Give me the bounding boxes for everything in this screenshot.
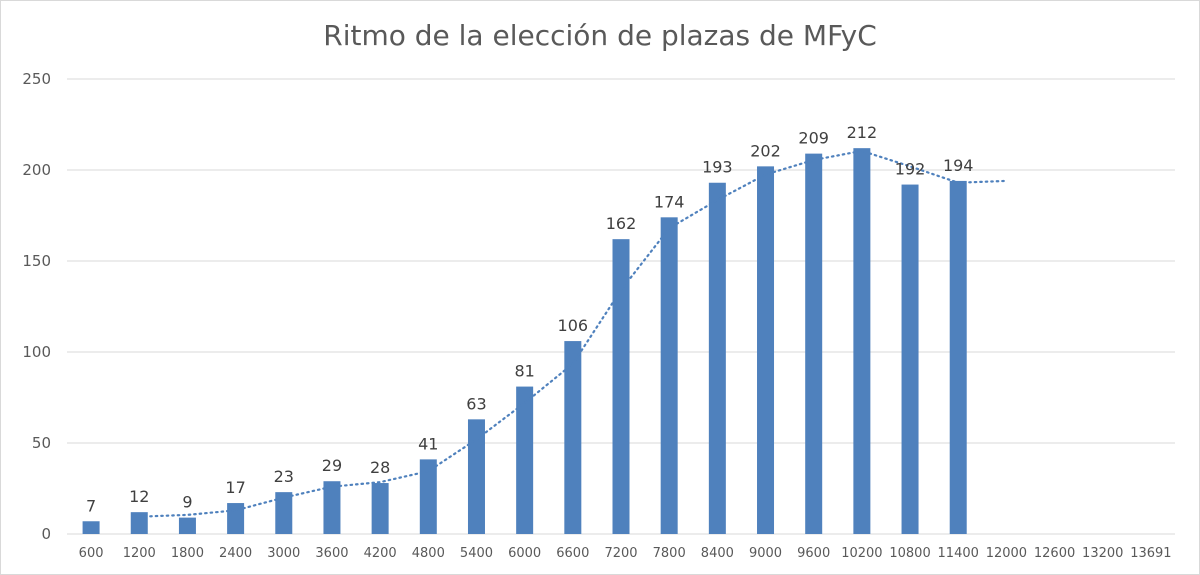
x-tick-label: 6000 <box>508 546 541 561</box>
x-tick-label: 1200 <box>123 546 156 561</box>
bar <box>660 217 678 534</box>
bar <box>371 483 389 534</box>
bar <box>757 166 775 535</box>
data-label: 174 <box>654 192 685 211</box>
data-label: 209 <box>798 129 829 148</box>
x-tick-label: 6600 <box>556 546 589 561</box>
data-label: 12 <box>129 487 149 506</box>
y-tick-label: 100 <box>22 343 51 361</box>
y-tick-label: 200 <box>22 161 51 179</box>
chart-title: Ritmo de la elección de plazas de MFyC <box>323 19 877 52</box>
x-tick-label: 2400 <box>219 546 252 561</box>
bar <box>178 517 196 534</box>
data-label: 9 <box>182 493 192 512</box>
bar <box>901 184 919 534</box>
y-tick-label: 50 <box>32 434 51 452</box>
bar <box>516 386 534 534</box>
x-tick-label: 8400 <box>701 546 734 561</box>
data-label: 63 <box>466 394 486 413</box>
bar <box>805 153 823 534</box>
data-labels: 7 12 9 17 23 29 28 41 63 81 106 162 174 193 202 209 212 1… <box>86 123 973 515</box>
bars <box>82 148 967 535</box>
bar <box>612 239 630 534</box>
x-tick-label: 13200 <box>1082 546 1123 561</box>
data-label: 29 <box>322 456 342 475</box>
data-label: 106 <box>558 316 589 335</box>
trendline-path <box>138 149 1008 518</box>
trendline <box>138 149 1008 518</box>
data-label: 41 <box>418 434 438 453</box>
data-label: 194 <box>943 156 974 175</box>
data-label: 81 <box>514 362 534 381</box>
x-tick-label: 3000 <box>267 546 300 561</box>
bar <box>564 341 582 534</box>
bar <box>467 419 485 534</box>
y-tick-label: 0 <box>41 525 51 543</box>
x-axis-ticks: 600 1200 1800 2400 3000 3600 4200 4800 5400 6000 6… <box>79 546 1172 561</box>
bar <box>853 148 871 534</box>
x-tick-label: 7800 <box>653 546 686 561</box>
x-tick-label: 9600 <box>797 546 830 561</box>
bar <box>82 521 100 534</box>
x-tick-label: 3600 <box>315 546 348 561</box>
x-tick-label: 11400 <box>938 546 979 561</box>
data-label: 7 <box>86 496 96 515</box>
data-label: 162 <box>606 214 637 233</box>
data-label: 23 <box>274 467 294 486</box>
y-tick-label: 250 <box>22 70 51 88</box>
data-label: 28 <box>370 458 390 477</box>
x-tick-label: 7200 <box>604 546 637 561</box>
x-tick-label: 12000 <box>986 546 1027 561</box>
data-label: 202 <box>750 141 781 160</box>
bar <box>227 503 245 534</box>
y-tick-label: 150 <box>22 252 51 270</box>
data-label: 212 <box>847 123 878 142</box>
bar <box>275 492 293 534</box>
x-tick-label: 9000 <box>749 546 782 561</box>
x-tick-label: 4200 <box>364 546 397 561</box>
x-tick-label: 13691 <box>1130 546 1171 561</box>
bar <box>323 481 341 534</box>
data-label: 192 <box>895 160 926 179</box>
bar <box>708 182 726 535</box>
x-tick-label: 10200 <box>841 546 882 561</box>
bar <box>949 180 967 535</box>
y-axis-ticks: 0 50 100 150 200 250 <box>22 70 51 543</box>
x-tick-label: 5400 <box>460 546 493 561</box>
bar <box>130 512 148 534</box>
data-label: 17 <box>225 478 245 497</box>
x-tick-label: 12600 <box>1034 546 1075 561</box>
x-tick-label: 4800 <box>412 546 445 561</box>
x-tick-label: 600 <box>79 546 104 561</box>
x-tick-label: 1800 <box>171 546 204 561</box>
bar <box>419 459 437 534</box>
data-label: 193 <box>702 158 733 177</box>
x-tick-label: 10800 <box>889 546 930 561</box>
